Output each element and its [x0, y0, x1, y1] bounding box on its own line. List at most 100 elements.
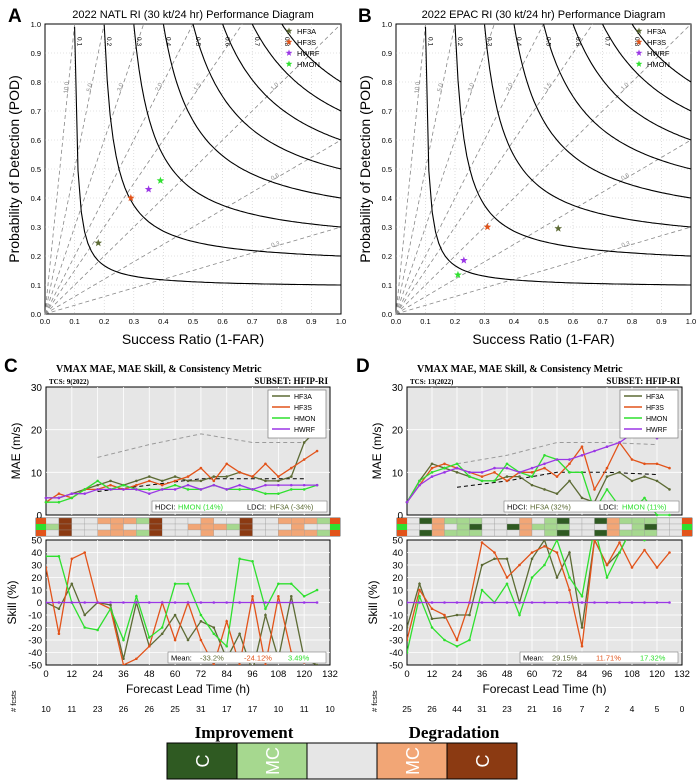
nfcst-value: 16	[552, 704, 562, 714]
mae-point	[147, 475, 151, 478]
skill-point	[83, 613, 87, 617]
consistency-cell	[149, 517, 163, 525]
skill-point	[555, 601, 559, 604]
legend-swatch	[166, 742, 238, 780]
bias-label: 5.0	[437, 82, 445, 92]
consistency-cell	[291, 529, 305, 537]
consistency-cell	[316, 523, 331, 531]
consistency-cell	[669, 529, 683, 537]
mae-point	[173, 475, 177, 478]
skill-point	[430, 617, 434, 621]
nfcst-value: 26	[145, 704, 155, 714]
x-tick-label: 48	[144, 669, 155, 680]
skill-point	[543, 540, 546, 542]
skill-point	[518, 601, 521, 604]
consistency-cell	[581, 523, 595, 531]
consistency-cell	[569, 523, 583, 531]
csi-label: 0.7	[603, 37, 610, 46]
skill-point	[580, 601, 584, 604]
bias-label: 0.3	[621, 241, 631, 249]
x-tick-label: 0.3	[129, 317, 139, 326]
mean-skill-box	[519, 651, 679, 664]
consistency-cell	[97, 523, 111, 531]
subset-label: SUBSET: HFIP-RI	[254, 376, 328, 386]
consistency-cell	[174, 523, 189, 531]
legend-swatch	[236, 742, 308, 780]
consistency-cell	[631, 523, 645, 531]
skill-point	[543, 544, 546, 548]
consistency-cell	[136, 517, 150, 525]
skill-point	[418, 582, 421, 586]
skill-point	[160, 626, 164, 629]
mae-tick-label: 10	[392, 468, 404, 479]
consistency-cell	[594, 529, 608, 537]
consistency-cell	[304, 529, 318, 537]
mae-point	[568, 458, 571, 461]
bias-label: 0.6	[620, 172, 631, 182]
bias-line	[44, 226, 342, 315]
bias-line	[395, 23, 692, 315]
x-tick-label: 120	[296, 669, 312, 680]
x-axis-label: Forecast Lead Time (h)	[126, 682, 250, 696]
consistency-cell	[431, 523, 445, 531]
skill-line-hmon	[46, 555, 318, 648]
x-tick-label: 0.5	[188, 317, 198, 326]
consistency-cell	[123, 517, 137, 525]
skill-point	[605, 576, 609, 579]
nfcst-value: 5	[655, 704, 660, 714]
consistency-cell	[162, 517, 176, 525]
consistency-cell	[656, 517, 670, 525]
consistency-cell	[149, 523, 163, 531]
legend-swatch-label: C	[193, 755, 213, 768]
mae-point	[225, 462, 229, 466]
consistency-cell	[431, 517, 445, 525]
x-tick-label: 0.8	[277, 317, 287, 326]
mean-skill-value: 11.71%	[596, 654, 621, 663]
nfcst-value: 10	[325, 704, 335, 714]
skill-point	[160, 632, 164, 636]
mae-point	[57, 492, 61, 495]
x-tick-label: 0.1	[420, 317, 430, 326]
consistency-cell	[71, 529, 85, 537]
mae-point	[430, 462, 434, 466]
mae-point	[147, 492, 151, 495]
nfcst-value: 10	[41, 704, 51, 714]
mae-point	[277, 483, 280, 487]
skill-point	[315, 663, 319, 665]
consistency-cell	[531, 517, 545, 525]
mae-point	[605, 445, 609, 449]
hdci-value: HF3A (32%)	[530, 503, 571, 512]
csi-curve	[602, 23, 692, 112]
mae-tick-label: 30	[392, 383, 404, 394]
consistency-cell	[110, 517, 124, 525]
mae-point	[109, 479, 112, 483]
consistency-cell	[619, 523, 633, 531]
skill-point	[46, 566, 48, 569]
skill-tick-label: -20	[389, 623, 403, 634]
skill-point	[173, 601, 177, 604]
skill-point	[618, 601, 621, 604]
data-point-hf3a	[554, 224, 563, 232]
mae-point	[277, 492, 280, 495]
mae-point	[493, 466, 496, 470]
mae-point	[122, 488, 125, 491]
skill-point	[530, 601, 534, 604]
skill-point	[238, 663, 241, 665]
consistency-cell	[581, 517, 595, 525]
x-tick-label: 72	[552, 669, 563, 680]
bias-line	[395, 23, 593, 315]
x-tick-label: 0	[43, 669, 48, 680]
skill-tick-label: -30	[389, 636, 403, 647]
consistency-cell	[444, 529, 458, 537]
legend-label-hwrf: HWRF	[646, 427, 667, 434]
x-tick-label: 0	[404, 669, 409, 680]
skill-point	[543, 601, 546, 604]
ldci-label: LDCI:	[247, 503, 266, 512]
skill-point	[251, 559, 254, 563]
skill-tick-label: -50	[28, 661, 42, 672]
consistency-cell	[97, 517, 111, 525]
skill-tick-label: -40	[389, 648, 403, 659]
csi-label: 0.4	[515, 37, 522, 46]
mae-plot-area	[406, 386, 683, 516]
